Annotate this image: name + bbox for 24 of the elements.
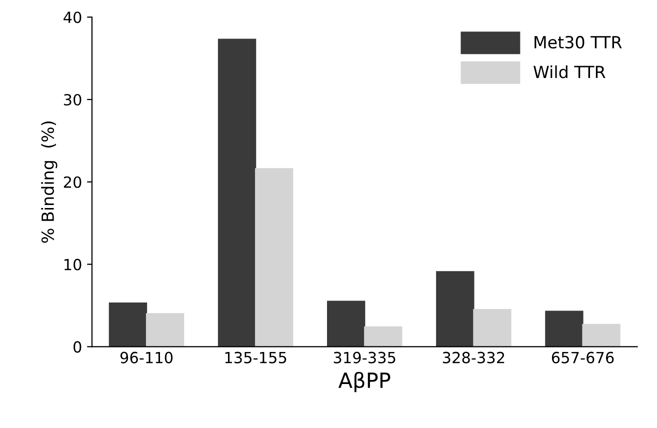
legend-label: Wild TTR [534, 65, 606, 78]
x-axis-title: AβPP [338, 372, 390, 392]
y-tick-label: 20 [64, 176, 82, 188]
x-tick-label: 328-332 [442, 352, 504, 364]
bar [327, 300, 366, 347]
y-tick-label: 40 [64, 12, 82, 24]
bar [473, 309, 512, 347]
y-tick-label: 30 [64, 94, 82, 106]
legend-label: Met30 TTR [534, 36, 622, 49]
bar [364, 326, 402, 347]
x-tick-label: 135-155 [225, 352, 286, 364]
bar [582, 324, 620, 347]
y-tick-label: 0 [74, 341, 82, 353]
bar [146, 313, 184, 347]
bar [545, 310, 584, 347]
y-axis-title: % Binding (%) [41, 122, 58, 243]
x-tick-label: 657-676 [552, 352, 614, 364]
bar [218, 38, 256, 347]
bar [108, 302, 148, 347]
y-tick-label: 10 [64, 258, 82, 270]
bar [436, 271, 474, 347]
x-tick-label: 96-110 [120, 352, 173, 364]
x-tick-label: 319-335 [334, 352, 396, 364]
bar [255, 168, 294, 347]
